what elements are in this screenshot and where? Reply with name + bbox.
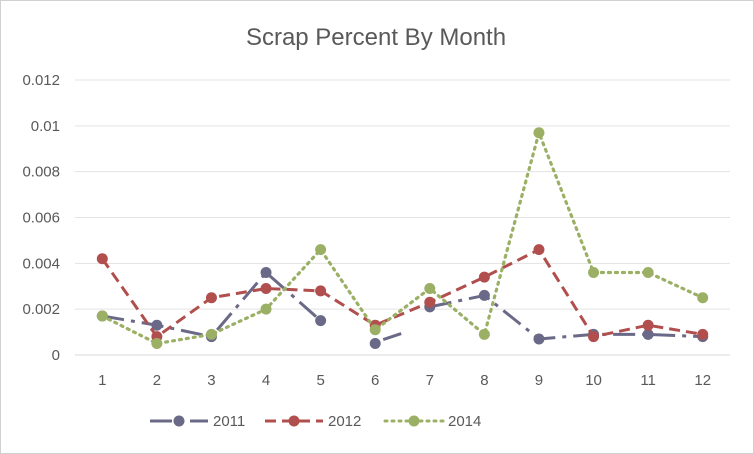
x-tick-label: 7 (426, 372, 434, 389)
data-point (315, 315, 327, 327)
data-point (478, 271, 490, 283)
x-tick-label: 2 (153, 372, 161, 389)
data-point (588, 331, 600, 343)
legend-entry-2011[interactable]: 2011 (150, 413, 245, 430)
data-point (478, 328, 490, 340)
x-tick-label: 5 (316, 372, 324, 389)
legend-marker (173, 415, 185, 427)
x-tick-label: 10 (585, 372, 602, 389)
data-point (151, 338, 163, 350)
data-point (315, 244, 327, 256)
data-point (205, 328, 217, 340)
data-point (533, 244, 545, 256)
x-tick-label: 12 (694, 372, 711, 389)
x-tick-label: 9 (535, 372, 543, 389)
data-point (315, 285, 327, 297)
data-point (642, 328, 654, 340)
data-point (588, 267, 600, 278)
x-tick-label: 6 (371, 372, 379, 389)
x-tick-label: 8 (480, 372, 488, 389)
y-tick-label: 0.012 (22, 72, 60, 89)
data-point (478, 289, 490, 301)
y-tick-label: 0 (52, 347, 60, 364)
data-point (424, 283, 436, 295)
legend-entry-2014[interactable]: 2014 (383, 413, 481, 430)
data-point (697, 328, 709, 340)
chart-title: Scrap Percent By Month (246, 24, 506, 51)
data-point (642, 319, 654, 331)
series-line (382, 332, 402, 341)
watermark: 掘金技术社区 @ 布客飞龙 (519, 416, 740, 438)
y-axis-ticks: 0 0.002 0.004 0.006 0.008 0.01 0.012 (22, 72, 60, 364)
y-tick-label: 0.006 (22, 210, 60, 227)
x-tick-label: 1 (98, 372, 106, 389)
data-point (260, 267, 272, 278)
legend-label: 2014 (448, 413, 481, 430)
y-tick-label: 0.008 (22, 164, 60, 181)
series-line (429, 293, 703, 341)
legend: 2011 2012 2014 (150, 413, 481, 430)
legend-marker (408, 415, 420, 427)
series-group (96, 127, 709, 350)
data-point (533, 333, 545, 345)
series-2012 (96, 244, 709, 343)
y-tick-label: 0.01 (31, 118, 60, 135)
legend-label: 2012 (328, 413, 361, 430)
x-tick-label: 4 (262, 372, 270, 389)
data-point (369, 338, 381, 350)
series-line (100, 131, 705, 346)
legend-entry-2012[interactable]: 2012 (265, 413, 361, 430)
x-tick-label: 3 (207, 372, 215, 389)
legend-label: 2011 (213, 413, 245, 430)
legend-marker (288, 415, 300, 427)
data-point (96, 310, 108, 322)
series-2014 (96, 127, 709, 350)
data-point (424, 296, 436, 308)
x-tick-label: 11 (640, 372, 656, 389)
data-point (96, 253, 108, 265)
y-tick-label: 0.004 (22, 255, 60, 272)
data-point (260, 303, 272, 315)
x-axis-ticks: 1 2 3 4 5 6 7 8 9 10 11 12 (98, 372, 711, 389)
y-tick-label: 0.002 (22, 301, 60, 318)
data-point (205, 292, 217, 304)
data-point (697, 292, 709, 304)
series-line (101, 248, 703, 339)
data-point (533, 127, 545, 139)
gridlines (75, 79, 730, 356)
data-point (369, 324, 381, 336)
data-point (151, 319, 163, 331)
data-point (260, 283, 272, 295)
data-point (642, 267, 654, 278)
